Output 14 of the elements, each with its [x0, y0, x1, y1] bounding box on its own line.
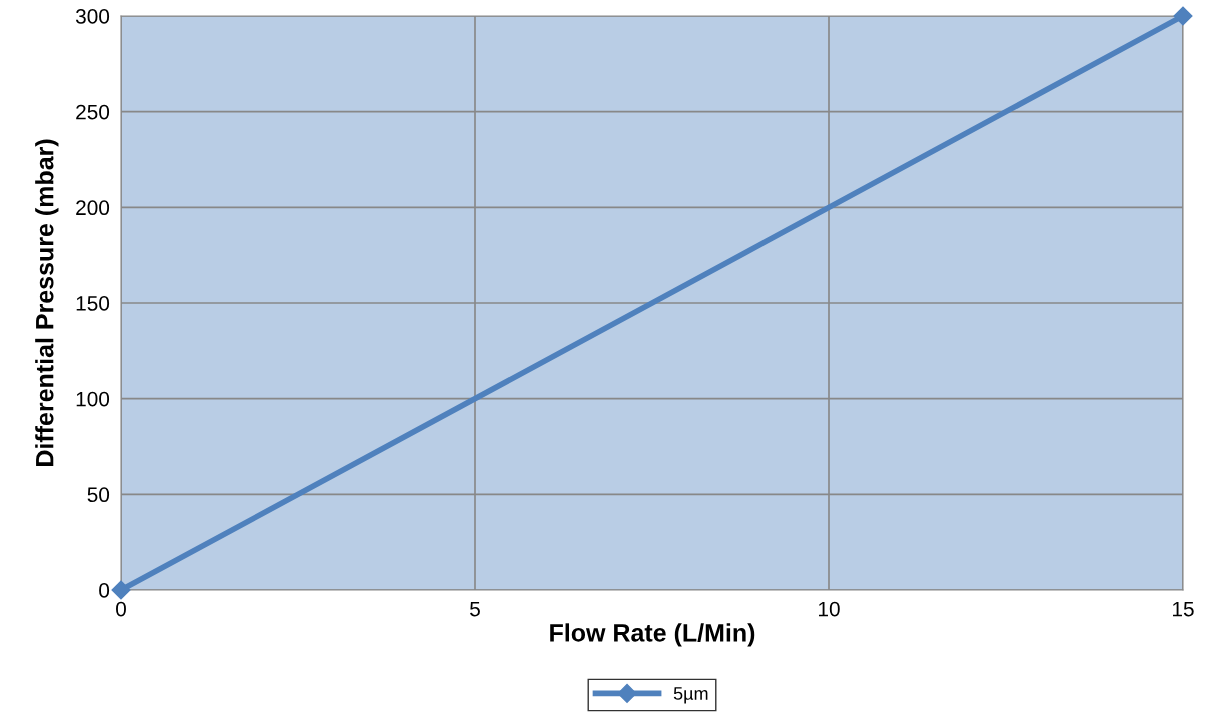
x-tick-label: 10 [819, 601, 840, 617]
y-tick-label: 50 [87, 487, 110, 503]
y-axis-title: Differential Pressure (mbar) [35, 139, 59, 466]
y-tick-label: 200 [76, 200, 110, 216]
legend-label: 5µm [673, 687, 708, 704]
x-tick-label: 15 [1173, 601, 1194, 617]
x-tick-label: 0 [116, 601, 126, 617]
x-tick-label: 5 [470, 601, 480, 617]
y-tick-label: 150 [76, 296, 110, 311]
y-tick-label: 250 [76, 104, 110, 120]
y-tick-label: 0 [99, 583, 110, 598]
x-axis-title: Flow Rate (L/Min) [550, 623, 755, 647]
y-tick-label: 300 [75, 9, 110, 24]
y-tick-label: 100 [76, 391, 110, 407]
